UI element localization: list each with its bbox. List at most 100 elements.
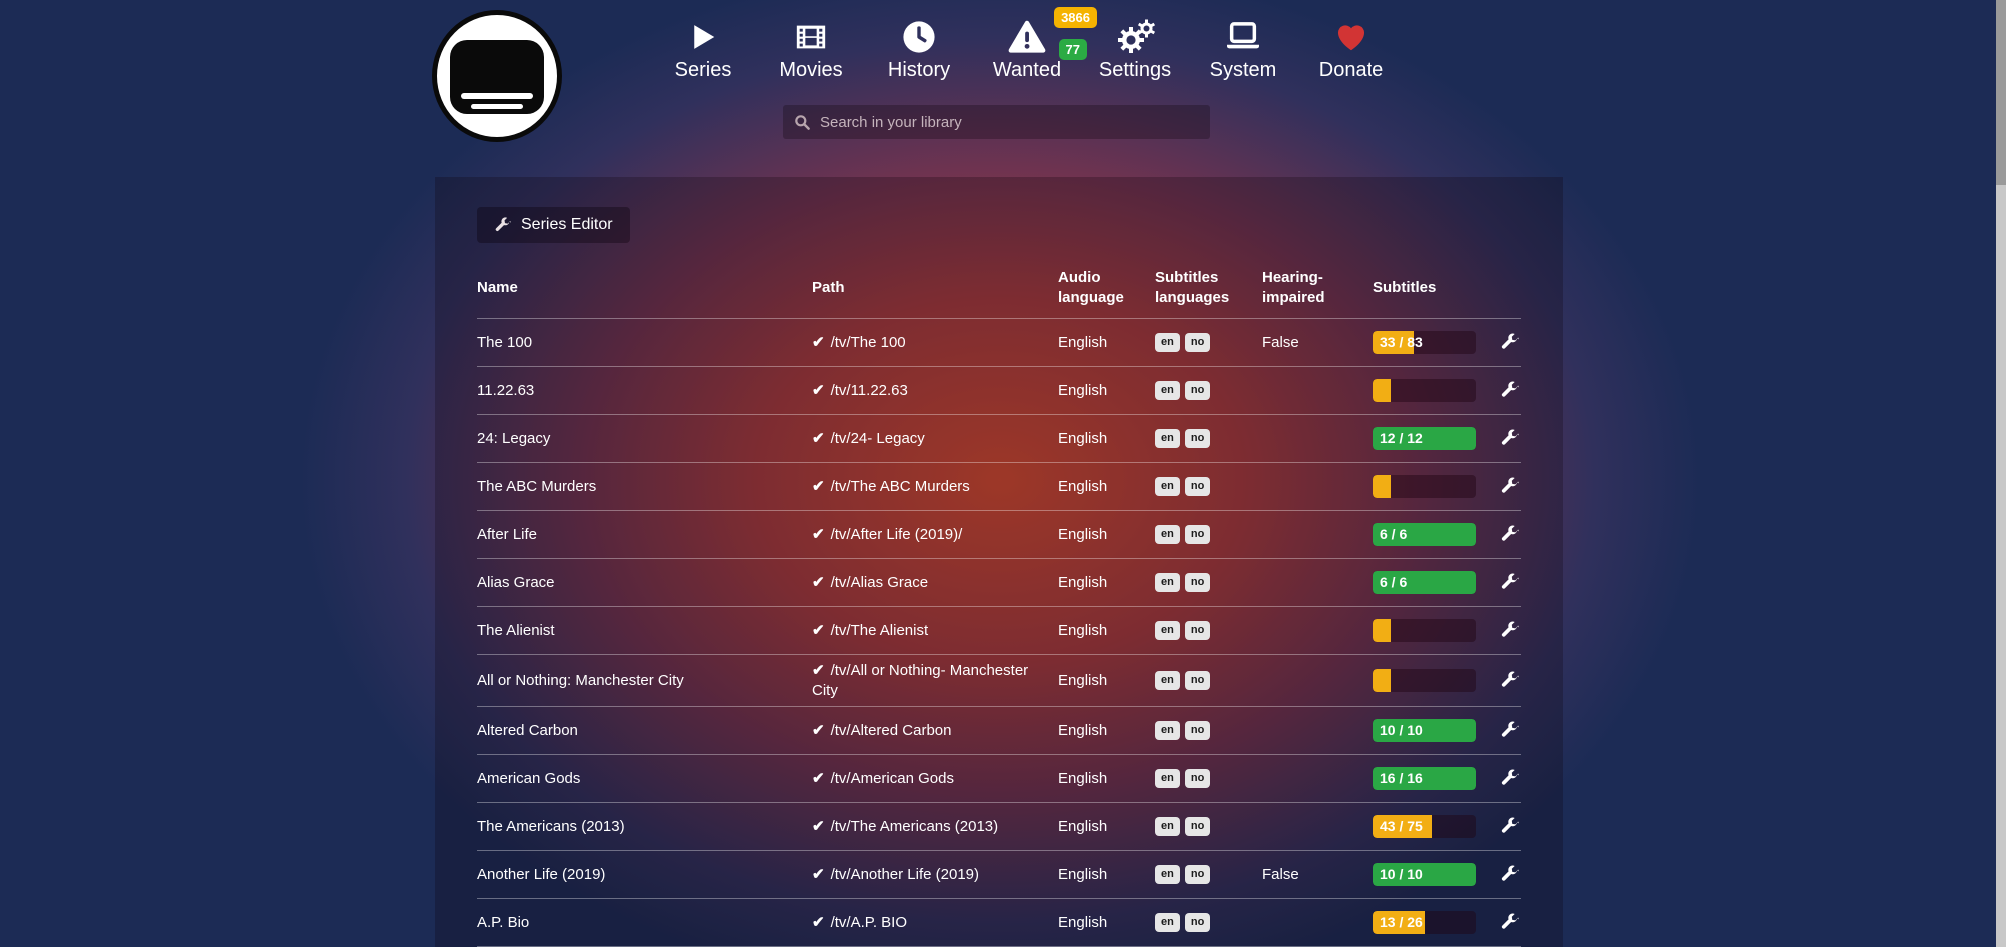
subtitle-language-badge: no [1184, 381, 1211, 400]
hearing-impaired-value [1262, 773, 1373, 785]
series-path: ✔/tv/The Americans (2013) [812, 817, 999, 835]
edit-series-button[interactable] [1500, 913, 1519, 932]
series-name-link[interactable]: Altered Carbon [477, 721, 578, 739]
series-editor-label: Series Editor [521, 216, 613, 233]
nav-item-series[interactable]: Series [649, 16, 757, 82]
series-name-link[interactable]: All or Nothing: Manchester City [477, 671, 684, 689]
nav-item-settings[interactable]: Settings [1081, 16, 1189, 82]
check-icon: ✔ [812, 333, 825, 351]
subtitle-language-badge: en [1155, 865, 1180, 884]
series-name-link[interactable]: The Alienist [477, 621, 555, 639]
edit-series-button[interactable] [1500, 381, 1519, 400]
edit-series-button[interactable] [1500, 769, 1519, 788]
subtitles-progress-bar: 12 / 12 [1373, 427, 1476, 450]
subtitle-languages: en no [1155, 327, 1262, 358]
edit-series-button[interactable] [1500, 817, 1519, 836]
series-path: ✔/tv/Altered Carbon [812, 721, 952, 739]
table-body: The 100 ✔/tv/The 100 English en no False … [477, 319, 1521, 947]
subtitles-progress-cell [1373, 613, 1500, 648]
row-actions [1500, 907, 1521, 938]
nav-item-system[interactable]: System [1189, 16, 1297, 82]
series-name-link[interactable]: The 100 [477, 333, 533, 351]
edit-series-button[interactable] [1500, 573, 1519, 592]
search-input[interactable] [820, 113, 1199, 131]
film-icon [793, 16, 829, 58]
subtitle-languages: en no [1155, 567, 1262, 598]
edit-series-button[interactable] [1500, 721, 1519, 740]
row-actions [1500, 423, 1521, 454]
wrench-icon [1500, 913, 1519, 932]
series-name-link[interactable]: 11.22.63 [477, 381, 535, 399]
progress-label: 33 / 83 [1380, 334, 1423, 350]
wrench-icon [1500, 429, 1519, 448]
header-subtitles: Subtitles [1373, 278, 1437, 296]
bazarr-logo[interactable] [432, 10, 562, 142]
series-path: ✔/tv/The 100 [812, 333, 906, 351]
progress-fill [1373, 815, 1432, 838]
nav-item-movies[interactable]: Movies [757, 16, 865, 82]
nav-item-wanted[interactable]: Wanted 3866 77 [973, 7, 1097, 82]
wrench-icon [1500, 817, 1519, 836]
nav-label: System [1209, 59, 1277, 81]
edit-series-button[interactable] [1500, 865, 1519, 884]
wrench-icon [1500, 333, 1519, 352]
series-path: ✔/tv/Alias Grace [812, 573, 929, 591]
subtitle-language-badge: en [1155, 381, 1180, 400]
progress-fill [1373, 475, 1391, 498]
series-name-link[interactable]: The Americans (2013) [477, 817, 625, 835]
audio-language: English [1058, 671, 1108, 689]
subtitle-languages: en no [1155, 519, 1262, 550]
series-name-link[interactable]: 24: Legacy [477, 429, 551, 447]
subtitles-progress-bar [1373, 669, 1476, 692]
hearing-impaired-value: False [1262, 865, 1299, 883]
nav-label: Movies [779, 59, 843, 81]
audio-language: English [1058, 333, 1108, 351]
hearing-impaired-value [1262, 821, 1373, 833]
subtitle-language-badge: en [1155, 721, 1180, 740]
row-actions [1500, 859, 1521, 890]
row-actions [1500, 811, 1521, 842]
row-actions [1500, 519, 1521, 550]
series-name-link[interactable]: Another Life (2019) [477, 865, 606, 883]
edit-series-button[interactable] [1500, 333, 1519, 352]
header-hearing-impaired: Hearing-impaired [1262, 269, 1325, 306]
scrollbar-thumb[interactable] [1996, 0, 2006, 185]
series-editor-button[interactable]: Series Editor [477, 207, 630, 243]
series-name-link[interactable]: A.P. Bio [477, 913, 530, 931]
series-name-link[interactable]: The ABC Murders [477, 477, 597, 495]
series-name-link[interactable]: Alias Grace [477, 573, 555, 591]
nav-item-history[interactable]: History [865, 16, 973, 82]
edit-series-button[interactable] [1500, 621, 1519, 640]
page-scrollbar[interactable] [1996, 0, 2006, 947]
subtitles-progress-bar: 6 / 6 [1373, 571, 1476, 594]
subtitle-languages: en no [1155, 471, 1262, 502]
subtitle-languages: en no [1155, 859, 1262, 890]
check-icon: ✔ [812, 573, 825, 591]
wrench-icon [1500, 865, 1519, 884]
table-header-row: Name Path Audio language Subtitles langu… [477, 257, 1521, 319]
series-path: ✔/tv/Another Life (2019) [812, 865, 979, 883]
check-icon: ✔ [812, 913, 825, 931]
table-row: American Gods ✔/tv/American Gods English… [477, 755, 1521, 803]
check-icon: ✔ [812, 381, 825, 399]
row-actions [1500, 715, 1521, 746]
series-path: ✔/tv/The Alienist [812, 621, 929, 639]
subtitles-progress-cell [1373, 663, 1500, 698]
nav-item-donate[interactable]: Donate [1297, 16, 1405, 82]
series-path: ✔/tv/All or Nothing- Manchester City [812, 662, 1029, 699]
wrench-icon [1500, 769, 1519, 788]
subtitles-progress-bar: 10 / 10 [1373, 863, 1476, 886]
subtitle-language-badge: no [1184, 477, 1211, 496]
edit-series-button[interactable] [1500, 477, 1519, 496]
edit-series-button[interactable] [1500, 525, 1519, 544]
series-name-link[interactable]: American Gods [477, 769, 581, 787]
hearing-impaired-value [1262, 529, 1373, 541]
hearing-impaired-value [1262, 625, 1373, 637]
subtitles-progress-cell: 10 / 10 [1373, 857, 1500, 892]
edit-series-button[interactable] [1500, 671, 1519, 690]
series-name-link[interactable]: After Life [477, 525, 538, 543]
edit-series-button[interactable] [1500, 429, 1519, 448]
series-path: ✔/tv/A.P. BIO [812, 913, 907, 931]
subtitle-language-badge: en [1155, 573, 1180, 592]
subtitle-language-badge: en [1155, 429, 1180, 448]
